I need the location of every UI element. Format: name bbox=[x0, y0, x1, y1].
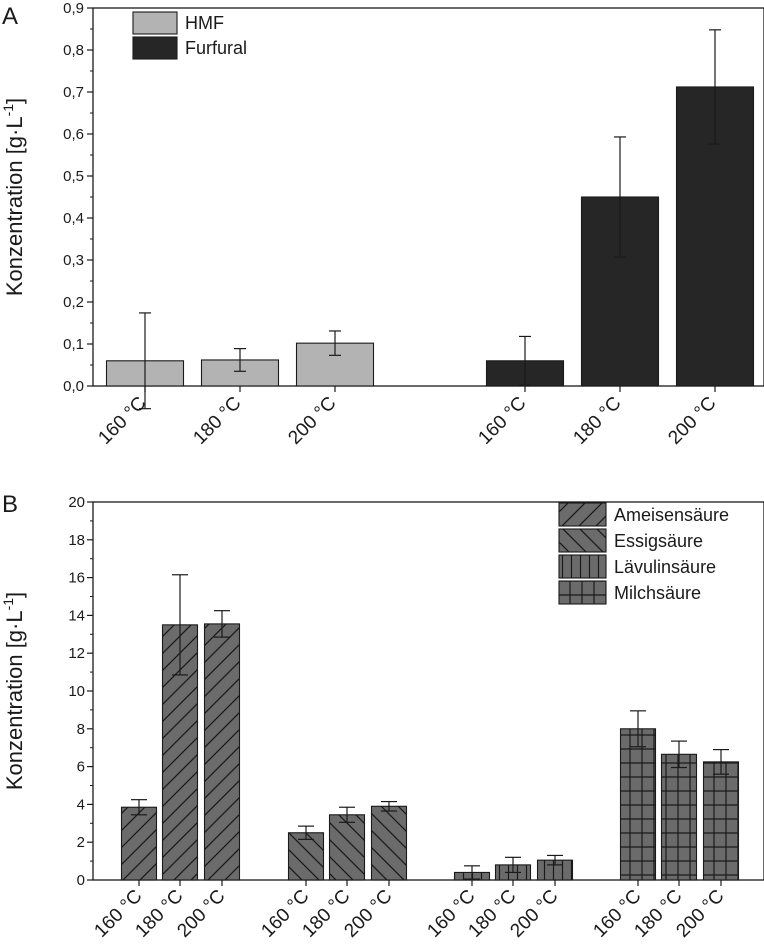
y-tick-label: 8 bbox=[77, 721, 85, 738]
x-category-label: 200 °C bbox=[340, 886, 396, 942]
bar-essigsäure bbox=[328, 814, 366, 881]
y-axis-title-unit-exponent: -1 bbox=[0, 598, 16, 611]
legend-label-essigsäure: Essigsäure bbox=[614, 531, 703, 551]
bar-ameisensäure bbox=[203, 623, 241, 881]
bar-essigsäure bbox=[370, 805, 408, 881]
y-tick-label: 14 bbox=[68, 607, 85, 624]
y-tick-label: 12 bbox=[68, 645, 85, 662]
y-tick-label: 0,7 bbox=[63, 84, 84, 101]
plot-frame bbox=[92, 7, 764, 387]
y-axis-title-close: ] bbox=[2, 98, 27, 104]
y-axis-title: Konzentration [g·L-1] bbox=[0, 98, 27, 296]
x-category-label: 200 °C bbox=[284, 393, 340, 449]
legend-swatch-milchsäure bbox=[558, 580, 607, 605]
legend-swatch-ameisensäure bbox=[558, 502, 607, 527]
panel-a: 0,0 0,1 0,2 0,3 0,4 0,5 0,6 0,7 0,8 0,9 A Konzentra… bbox=[0, 0, 764, 449]
y-axis-title-close: ] bbox=[2, 592, 27, 598]
panel-letter-b: B bbox=[2, 491, 18, 518]
legend-label-ameisensäure: Ameisensäure bbox=[614, 505, 729, 525]
x-category-label: 200 °C bbox=[664, 393, 720, 449]
y-tick-label: 10 bbox=[68, 683, 85, 700]
legend-swatch-lävulinsäure bbox=[558, 554, 607, 579]
y-axis-title-main: Konzentration [g·L bbox=[2, 116, 27, 296]
x-category-label: 200 °C bbox=[672, 886, 728, 942]
y-tick-label: 6 bbox=[77, 759, 85, 776]
bar-ameisensäure bbox=[120, 806, 158, 881]
x-category-label: 180 °C bbox=[189, 393, 245, 449]
x-category-label: 200 °C bbox=[506, 886, 562, 942]
y-axis-title-unit-exponent: -1 bbox=[0, 104, 16, 117]
y-axis-title-main: Konzentration [g·L bbox=[2, 610, 27, 790]
y-axis-title: Konzentration [g·L-1] bbox=[0, 592, 27, 790]
panel-letter-a: A bbox=[2, 3, 18, 30]
y-tick-label: 0,1 bbox=[63, 336, 84, 353]
bar-milchsäure bbox=[660, 753, 698, 881]
legend-swatch-essigsäure bbox=[558, 528, 607, 553]
y-tick-label: 20 bbox=[68, 494, 85, 511]
y-tick-label: 0,5 bbox=[63, 168, 84, 185]
y-tick-label: 2 bbox=[77, 834, 85, 851]
legend-swatch-hmf bbox=[132, 11, 178, 35]
legend-label-lävulinsäure: Lävulinsäure bbox=[614, 557, 716, 577]
y-tick-label: 0,8 bbox=[63, 42, 84, 59]
x-category-label: 180 °C bbox=[569, 393, 625, 449]
y-tick-label: 0,4 bbox=[63, 210, 84, 227]
y-tick-label: 16 bbox=[68, 570, 85, 587]
y-tick-label: 18 bbox=[68, 532, 85, 549]
bar-milchsäure bbox=[702, 761, 740, 881]
y-tick-label: 0,6 bbox=[63, 126, 84, 143]
y-tick-label: 0,2 bbox=[63, 294, 84, 311]
y-tick-label: 0 bbox=[77, 872, 85, 889]
legend-swatch-furfural bbox=[132, 36, 178, 60]
legend-label-milchsäure: Milchsäure bbox=[614, 583, 701, 603]
legend-label-hmf: HMF bbox=[185, 13, 224, 33]
x-category-label: 160 °C bbox=[94, 393, 150, 449]
y-tick-label: 0,9 bbox=[63, 0, 84, 17]
y-tick-label: 4 bbox=[77, 796, 85, 813]
legend-label-furfural: Furfural bbox=[185, 38, 247, 58]
bar-milchsäure bbox=[619, 728, 657, 881]
bar-essigsäure bbox=[287, 832, 325, 881]
x-category-label: 160 °C bbox=[474, 393, 530, 449]
y-tick-label: 0,0 bbox=[63, 378, 84, 395]
x-category-label: 200 °C bbox=[173, 886, 229, 942]
y-tick-label: 0,3 bbox=[63, 252, 84, 269]
